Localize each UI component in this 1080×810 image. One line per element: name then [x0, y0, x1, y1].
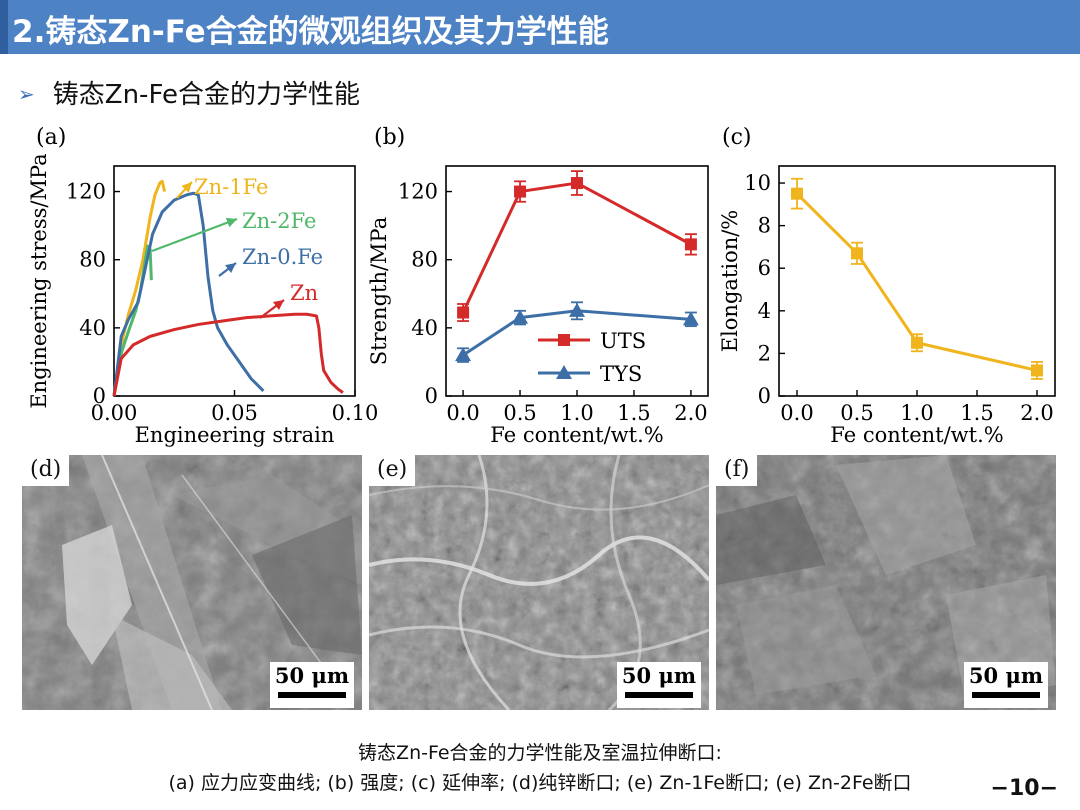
x-axis-label: Fe content/wt.% — [490, 423, 663, 447]
legend-label-uts: UTS — [600, 329, 646, 353]
x-axis-label: Engineering strain — [135, 423, 335, 447]
y-tick-label: 120 — [398, 180, 438, 204]
y-tick-label: 0 — [758, 384, 771, 408]
series-line-tys — [462, 309, 692, 357]
y-axis-label: Strength/MPa — [367, 217, 391, 366]
scale-bar-d: 50 μm — [270, 662, 354, 708]
annotation-arrowhead-zn-2fe — [225, 217, 237, 228]
x-tick-label: 0.5 — [503, 401, 536, 425]
y-tick-label: 40 — [79, 316, 106, 340]
x-tick-label: 1.0 — [560, 401, 593, 425]
y-tick-label: 4 — [758, 299, 771, 323]
figure-caption-line1: 铸态Zn-Fe合金的力学性能及室温拉伸断口: — [358, 742, 722, 764]
series-line-uts — [461, 181, 692, 314]
panel-label-c: (c) — [722, 125, 752, 150]
scale-text-e: 50 μm — [621, 663, 697, 688]
sem-image-f: (f) 50 μm — [716, 455, 1056, 710]
panel-label-d: (d) — [22, 455, 70, 486]
series-label-zn-2fe: Zn-2Fe — [242, 209, 316, 233]
y-tick-label: 80 — [79, 248, 106, 272]
data-point-triangle — [512, 309, 529, 324]
x-tick-label: 2.0 — [1020, 401, 1053, 425]
plot-frame — [778, 165, 1056, 397]
x-tick-label: 2.0 — [674, 401, 707, 425]
annotation-arrowhead-zn-1fe — [181, 182, 192, 193]
section-subtitle: ➢ 铸态Zn-Fe合金的力学性能 — [18, 74, 360, 111]
data-point-square — [571, 177, 583, 190]
data-point-square — [791, 187, 803, 200]
y-axis-label: Elongation/% — [718, 210, 742, 353]
plot-frame — [445, 165, 709, 397]
panel-label-b: (b) — [374, 125, 405, 150]
data-point-triangle — [569, 302, 585, 317]
annotation-arrowhead-zn — [273, 300, 284, 310]
data-point-square — [1031, 364, 1043, 377]
data-point-square — [911, 336, 923, 349]
data-point-square — [684, 238, 697, 251]
annotation-arrow-zn-2fe — [151, 217, 238, 253]
data-point-square — [558, 334, 570, 346]
y-tick-label: 10 — [744, 171, 771, 195]
title-bar: 2.铸态Zn-Fe合金的微观组织及其力学性能 — [0, 0, 1080, 54]
data-point-triangle — [556, 365, 572, 379]
panel-label-a: (a) — [36, 125, 66, 150]
y-tick-label: 8 — [758, 214, 771, 238]
x-tick-label: 0.05 — [211, 401, 258, 425]
sem-image-d: (d) 50 μm — [22, 455, 362, 710]
plot-frame — [113, 165, 356, 397]
scale-line-f — [972, 692, 1040, 698]
x-tick-label: 0.10 — [332, 401, 379, 425]
panel-label-e: (e) — [369, 455, 416, 486]
x-tick-label: 1.5 — [960, 401, 993, 425]
y-tick-label: 0 — [425, 384, 438, 408]
data-point-triangle — [455, 347, 472, 362]
data-point-square — [457, 306, 470, 319]
panel-label-f: (f) — [716, 455, 758, 486]
figure-caption-line2: (a) 应力应变曲线; (b) 强度; (c) 延伸率; (d)纯锌断口; (e… — [168, 772, 912, 794]
x-tick-label: 0.00 — [91, 401, 138, 425]
sem-image-e: (e) 50 μm — [369, 455, 709, 710]
data-point-triangle — [682, 311, 699, 326]
series-label-zn: Zn — [290, 281, 318, 305]
y-tick-label: 0 — [93, 384, 106, 408]
legend-label-tys: TYS — [600, 362, 642, 386]
series-line-elongation — [795, 192, 1038, 372]
curve-zn-0-fe — [112, 191, 265, 397]
series-label-zn-0-fe: Zn-0.Fe — [242, 245, 323, 269]
data-point-square — [514, 185, 527, 198]
x-tick-label: 0.0 — [780, 401, 813, 425]
page-number: −10− — [990, 776, 1058, 801]
chart-elongation: (c) 0.0 0.5 1.0 1.5 2.0 0 2 4 6 8 10 Fe content/wt.… — [718, 125, 1056, 447]
x-tick-label: 1.5 — [617, 401, 650, 425]
scale-bar-e: 50 μm — [617, 662, 701, 708]
scale-line-d — [278, 692, 346, 698]
title-bar-accent — [0, 0, 8, 54]
scale-text-d: 50 μm — [274, 663, 350, 688]
annotation-arrowhead-zn-0-fe — [225, 263, 236, 274]
subtitle-text: 铸态Zn-Fe合金的力学性能 — [52, 80, 360, 110]
curve-zn — [112, 312, 344, 397]
y-tick-label: 120 — [66, 180, 106, 204]
fracture-surface-d-image — [22, 455, 362, 710]
data-point-square — [851, 247, 863, 260]
series-label-zn-1fe: Zn-1Fe — [194, 175, 268, 199]
y-tick-label: 40 — [411, 316, 438, 340]
y-tick-label: 6 — [758, 256, 771, 280]
x-tick-label: 0.5 — [840, 401, 873, 425]
scale-line-e — [625, 692, 693, 698]
scale-bar-f: 50 μm — [964, 662, 1048, 708]
y-tick-label: 2 — [758, 341, 771, 365]
y-tick-label: 80 — [411, 248, 438, 272]
slide-title: 2.铸态Zn-Fe合金的微观组织及其力学性能 — [12, 14, 609, 50]
y-axis-label: Engineering stress/MPa — [27, 153, 51, 408]
x-tick-label: 0.0 — [446, 401, 479, 425]
x-tick-label: 1.0 — [900, 401, 933, 425]
arrow-bullet-icon: ➢ — [18, 82, 35, 106]
chart-stress-strain: (a) 0.00 0.05 0.10 0 40 80 120 Engineering stra… — [27, 125, 378, 447]
x-axis-label: Fe content/wt.% — [830, 423, 1003, 447]
scale-text-f: 50 μm — [968, 663, 1044, 688]
chart-strength: (b) 0.0 0.5 1.0 1.5 2.0 0 40 80 120 Fe content/wt… — [367, 125, 709, 447]
